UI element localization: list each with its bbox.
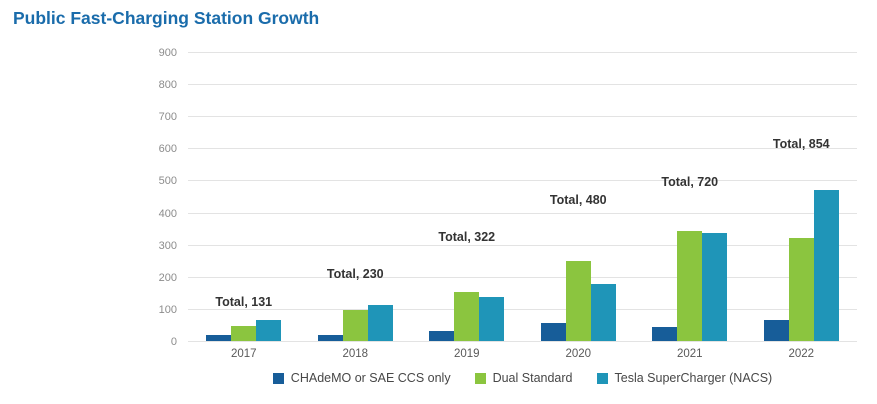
y-tick-label: 500 [158,175,177,188]
legend-label-tesla-supercharger: Tesla SuperCharger (NACS) [614,371,773,385]
legend-item-chademo: CHAdeMO or SAE CCS only [272,371,451,385]
bar-groups-container: Total, 131 Total, 230 Total, 322 Total, 480… [188,52,857,341]
bar-tesla-supercharger-2022 [813,190,839,341]
gridline: 0 [171,336,857,348]
bar-tesla-supercharger-2019 [479,297,505,341]
bar-tesla-supercharger-2017 [256,319,282,341]
bar-tesla-supercharger-2018 [367,304,393,341]
bar-dual-standard-2017 [231,326,257,341]
bar-group-2017: Total, 131 [206,52,282,341]
legend-item-dual-standard: Dual Standard [474,371,573,385]
bar-chademo-2017 [206,335,232,341]
bar-dual-standard-2019 [454,291,480,341]
legend-label-dual-standard: Dual Standard [492,371,573,385]
x-tick-label-2018: 2018 [342,348,369,360]
bar-group-2018: Total, 230 [317,52,393,341]
y-tick-label: 700 [158,111,177,124]
x-tick-label-2021: 2021 [676,348,703,360]
bar-chademo-2020 [540,323,566,341]
total-label-2019: Total, 322 [438,229,496,244]
bar-tesla-supercharger-2021 [702,233,728,341]
bar-group-2021: Total, 720 [652,52,728,341]
y-tick-label: 200 [158,271,177,284]
bar-dual-standard-2022 [788,238,814,341]
gridline: 300 [159,240,857,252]
bar-chademo-2022 [763,320,789,341]
total-label-2018: Total, 230 [326,266,384,281]
gridline: 200 [159,272,857,284]
y-tick-label: 900 [158,47,177,59]
legend-item-tesla-supercharger: Tesla SuperCharger (NACS) [596,371,773,385]
total-label-2021: Total, 720 [661,175,719,190]
gridline: 700 [159,111,857,123]
bar-dual-standard-2020 [565,261,591,341]
y-tick-label: 800 [158,79,177,92]
legend-swatch-tesla-supercharger [596,372,608,384]
legend-label-chademo: CHAdeMO or SAE CCS only [290,371,451,385]
x-tick-label-2022: 2022 [788,348,815,360]
bar-dual-standard-2018 [342,309,368,341]
gridline: 400 [159,208,857,220]
bar-chademo-2021 [652,327,678,341]
y-tick-label: 400 [158,207,177,220]
total-label-2017: Total, 131 [215,294,273,309]
legend-swatch-dual-standard [474,372,486,384]
bar-dual-standard-2021 [677,231,703,341]
gridline: 800 [159,79,857,91]
x-tick-label-2017: 2017 [230,348,257,360]
legend: CHAdeMO or SAE CCS only Dual Standard Te… [188,371,857,385]
legend-swatch-chademo [272,372,284,384]
y-tick-label: 300 [158,239,177,252]
x-axis-labels: 2017 2018 2019 2020 2021 2022 [188,348,857,360]
plot-area: 900 800 700 600 500 400 300 200 100 0 Total, 131 T… [159,47,857,348]
chart-title: Public Fast-Charging Station Growth [13,8,320,28]
total-label-2020: Total, 480 [549,193,607,208]
bar-group-2020: Total, 480 [540,52,616,341]
gridline: 600 [159,143,857,155]
x-tick-label-2019: 2019 [453,348,480,360]
y-tick-label: 0 [170,336,177,348]
bar-group-2019: Total, 322 [429,52,505,341]
gridline: 900 [159,47,857,59]
bar-tesla-supercharger-2020 [590,284,616,341]
gridline: 500 [159,175,857,187]
y-tick-label: 100 [158,303,177,316]
x-tick-label-2020: 2020 [565,348,592,360]
gridline: 100 [159,304,857,316]
bar-group-2022: Total, 854 [763,52,839,341]
total-label-2022: Total, 854 [772,137,830,152]
y-tick-label: 600 [158,143,177,156]
bar-chademo-2019 [429,330,455,341]
bar-chademo-2018 [317,334,343,341]
